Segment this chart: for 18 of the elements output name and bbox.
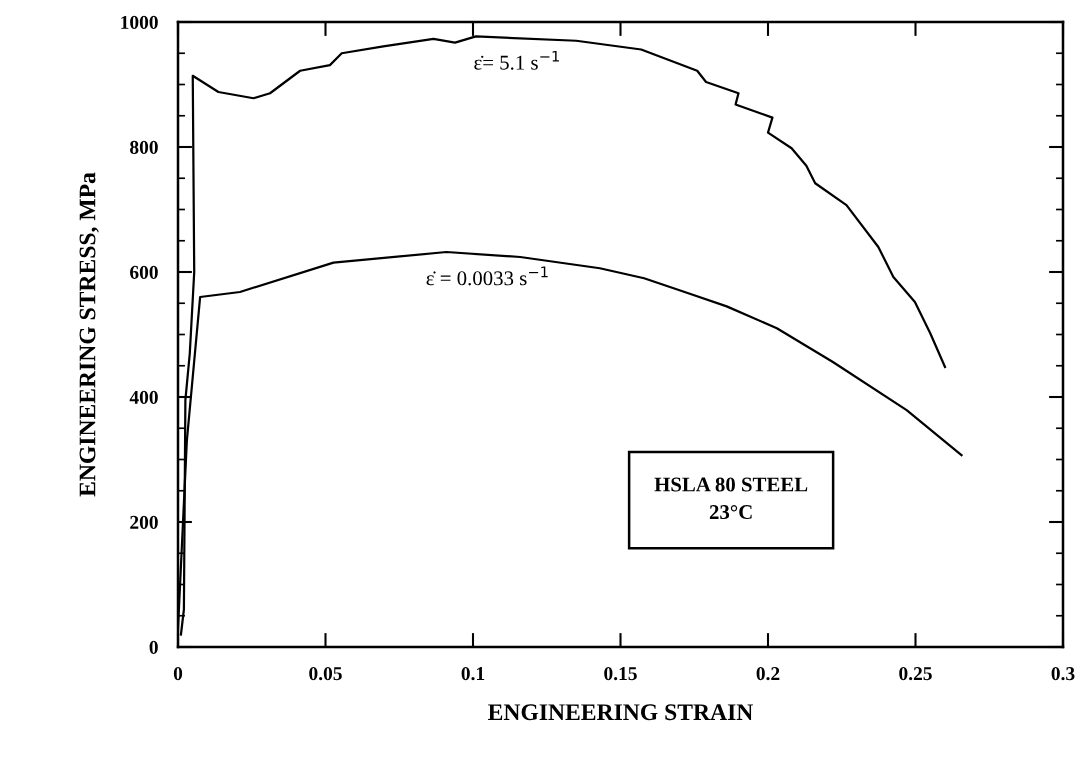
x-axis-title: ENGINEERING STRAIN xyxy=(488,704,754,721)
y-tick-label: 0 xyxy=(149,640,158,654)
y-tick-label: 600 xyxy=(130,265,158,279)
x-tick-label: 0.05 xyxy=(309,667,342,681)
y-tick-label: 1000 xyxy=(121,15,158,29)
series-label: ε̇ = 0.0033 s$^{−1}$ xyxy=(426,266,548,286)
x-tick-label: 0.1 xyxy=(461,667,485,681)
x-tick-label: 0.25 xyxy=(899,667,932,681)
y-axis-title: ENGINEERING STRESS, MPa xyxy=(79,172,99,497)
x-tick-label: 0.2 xyxy=(756,667,780,681)
legend-label: ε̇= 5.1 s$^{−1}$ xyxy=(474,50,559,70)
annotation: HSLA 80 STEEL 23°C xyxy=(654,477,808,520)
y-tick-label: 200 xyxy=(130,515,158,529)
x-tick-label: 0.15 xyxy=(604,667,637,681)
y-tick-label: 800 xyxy=(130,140,158,154)
y-tick-label: 400 xyxy=(129,390,158,404)
x-tick-label: 0 xyxy=(173,667,183,681)
x-tick-label: 0.3 xyxy=(1051,667,1075,681)
